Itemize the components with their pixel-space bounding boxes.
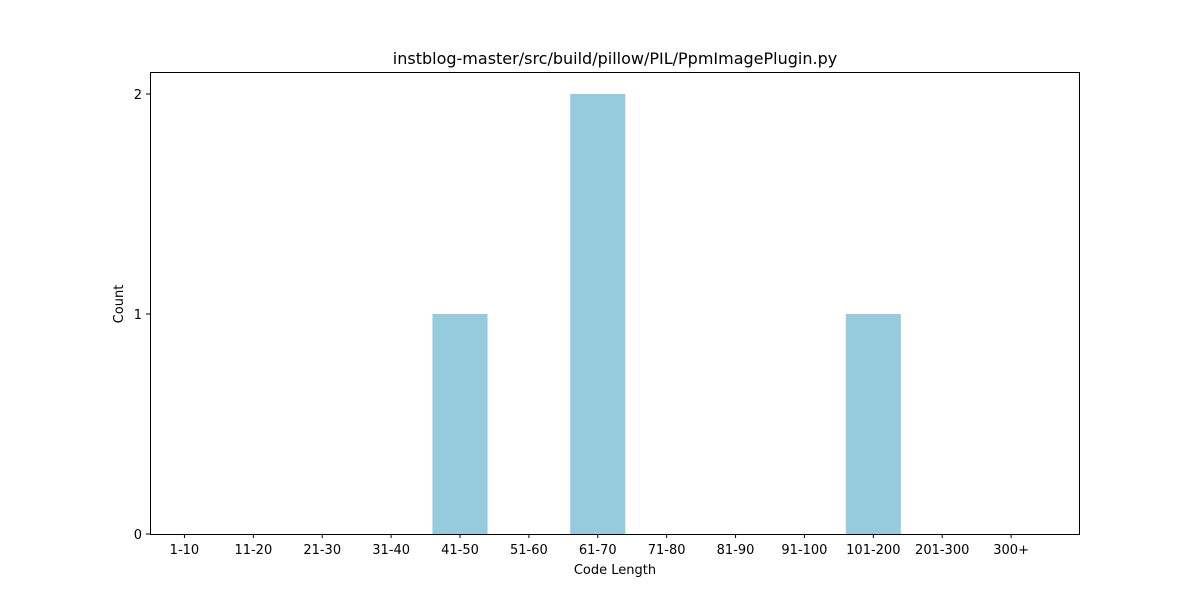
bars-layer: [432, 94, 901, 534]
x-tick-label: 81-90: [717, 543, 755, 558]
bar-61-70: [570, 94, 626, 534]
x-tick-label: 31-40: [372, 543, 410, 558]
x-tick-label: 201-300: [915, 543, 969, 558]
x-axis-label: Code Length: [574, 563, 656, 578]
y-axis-label: Count: [112, 285, 127, 324]
x-tick-label: 1-10: [170, 543, 200, 558]
x-tick-label: 61-70: [579, 543, 617, 558]
plot-frame: [150, 72, 1080, 535]
x-tick-label: 41-50: [441, 543, 479, 558]
x-tick-label: 300+: [993, 543, 1029, 558]
bar-101-200: [845, 314, 901, 534]
x-tick-label: 51-60: [510, 543, 548, 558]
x-axis: 1-10 11-20 21-30 31-40 41-50 51-60 61-70 71-80 8…: [170, 534, 1029, 558]
y-axis: 0 1 2: [134, 88, 150, 543]
chart-title: instblog-master/src/build/pillow/PIL/Ppm…: [393, 49, 837, 68]
x-tick-label: 11-20: [234, 543, 272, 558]
x-tick-label: 101-200: [846, 543, 900, 558]
bar-41-50: [432, 314, 488, 534]
y-tick-label: 0: [134, 528, 142, 543]
x-tick-label: 21-30: [303, 543, 341, 558]
x-tick-label: 71-80: [648, 543, 686, 558]
y-tick-label: 1: [134, 308, 142, 323]
y-tick-label: 2: [134, 88, 142, 103]
x-tick-label: 91-100: [781, 543, 827, 558]
